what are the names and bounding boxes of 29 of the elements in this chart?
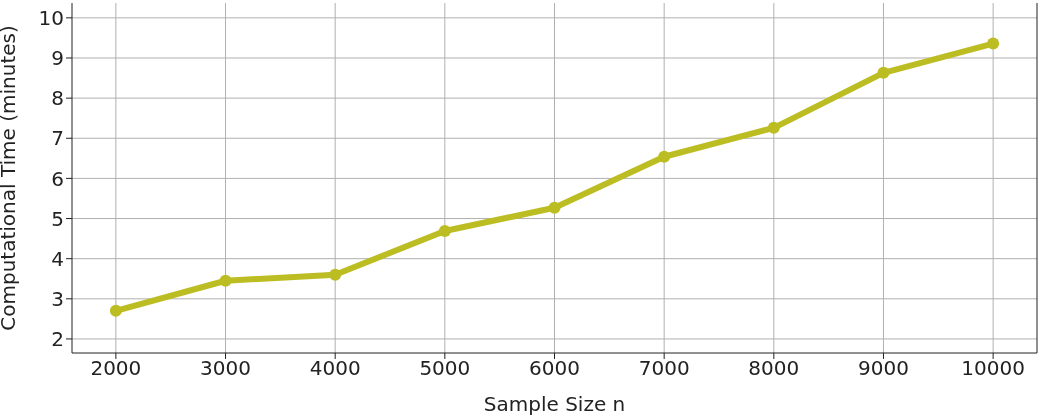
y-axis-title: Computational Time (minutes)	[0, 25, 21, 331]
point	[987, 37, 1000, 50]
y-tick-label: 2	[51, 327, 64, 352]
point	[219, 274, 232, 287]
x-tick-label: 6000	[529, 356, 580, 381]
point	[767, 121, 780, 134]
y-tick-label: 4	[51, 246, 64, 271]
y-tick-label: 8	[51, 86, 64, 111]
y-tick-label: 6	[51, 166, 64, 191]
x-tick-label: 9000	[858, 356, 909, 381]
x-tick-label: 8000	[748, 356, 800, 381]
y-tick-label: 10	[38, 5, 64, 30]
point	[877, 66, 890, 79]
x-tick-label: 10000	[961, 356, 1025, 381]
x-tick-label: 2000	[90, 356, 142, 381]
x-tick-label: 7000	[638, 356, 690, 381]
point	[658, 150, 671, 163]
y-tick-label: 9	[51, 46, 64, 71]
y-tick-label: 3	[51, 286, 64, 311]
point	[438, 224, 451, 237]
point	[548, 201, 561, 214]
x-axis-title: Sample Size n	[483, 392, 626, 415]
y-tick-label: 5	[51, 206, 64, 231]
y-tick-label: 7	[51, 126, 64, 151]
x-tick-label: 5000	[419, 356, 471, 381]
x-tick-label: 4000	[309, 356, 361, 381]
point	[109, 304, 122, 317]
x-tick-label: 3000	[200, 356, 251, 381]
point	[329, 268, 342, 281]
